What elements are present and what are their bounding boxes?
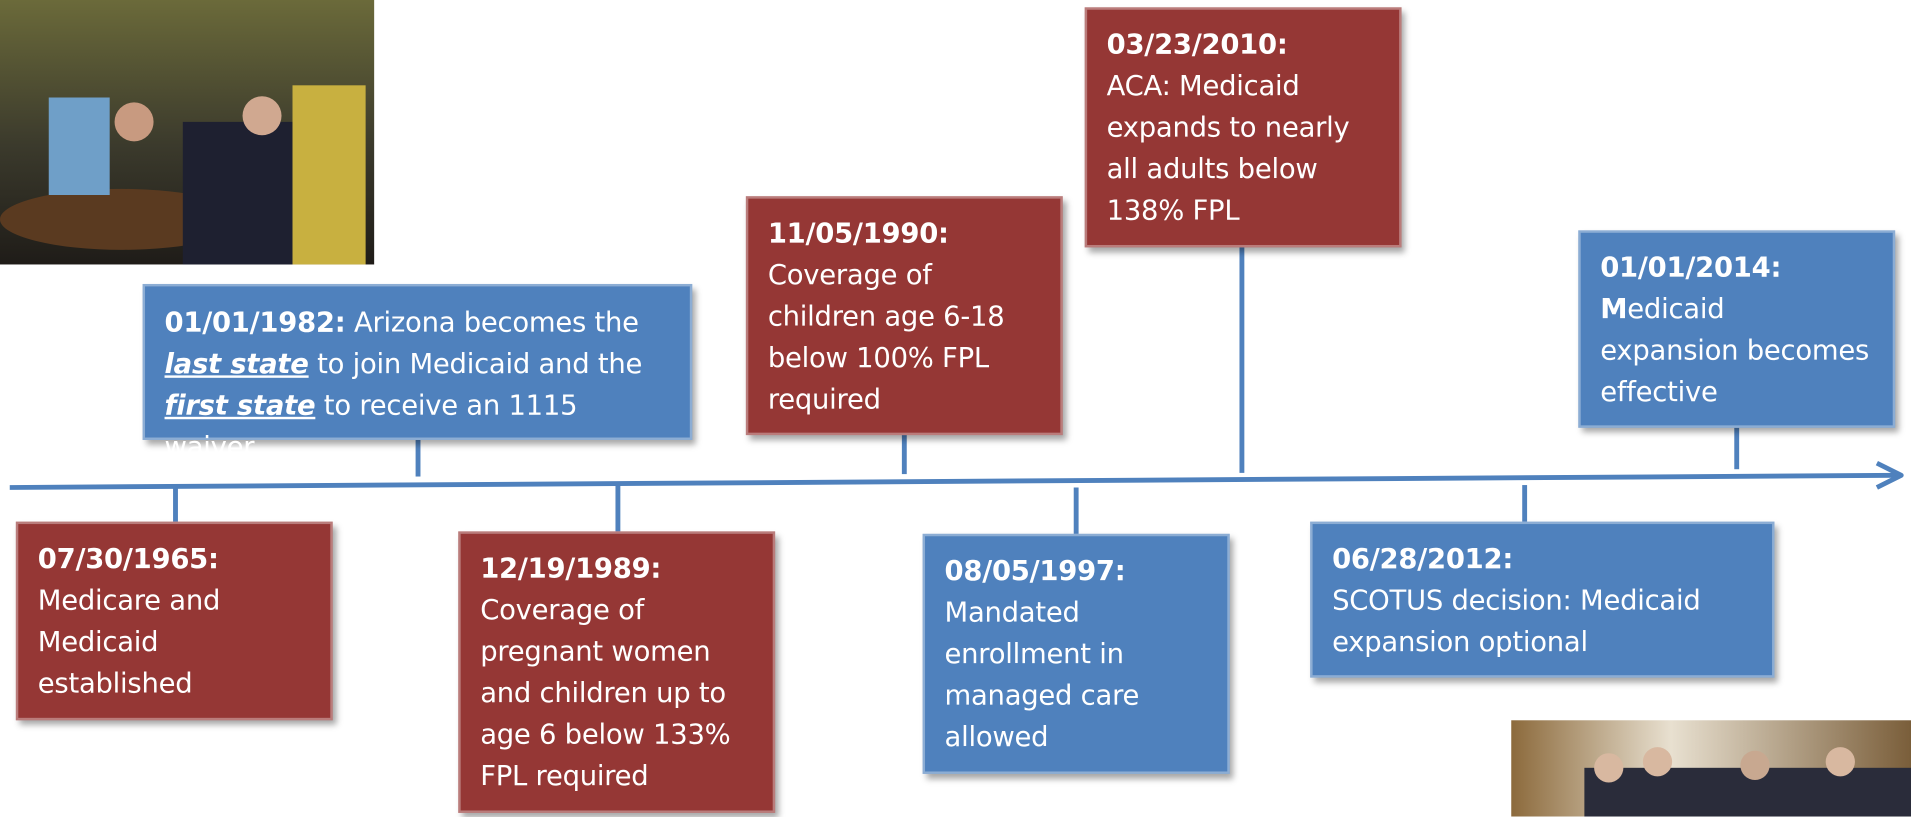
event-date: 12/19/1989: — [480, 553, 661, 585]
event-text: FPL required — [480, 761, 648, 793]
event-box: 06/28/2012: SCOTUS decision: Medicaid ex… — [1310, 522, 1774, 678]
event-box: 12/19/1989: Coverage of pregnant women a… — [458, 531, 775, 813]
photo-2010-signing — [1511, 720, 1911, 816]
event-text: required — [768, 384, 881, 416]
event-text: M — [1600, 294, 1627, 326]
page: {"events": [ {"date": "07/30/1965:", "li… — [0, 0, 1911, 817]
event-text: Medicare and — [38, 585, 220, 617]
event-emphasis: last state — [165, 349, 309, 381]
event-text: age 6 below 133% — [480, 719, 730, 751]
photo-1965-signing — [0, 0, 374, 264]
event-text: pregnant women — [480, 636, 710, 668]
event-box: 11/05/1990: Coverage of children age 6-1… — [746, 196, 1063, 435]
event-text: effective — [1600, 377, 1717, 409]
event-text: expansion becomes — [1600, 335, 1869, 367]
event-date: 06/28/2012: — [1332, 544, 1513, 576]
event-text: all adults below — [1107, 154, 1318, 186]
event-date: 08/05/1997: — [945, 556, 1126, 588]
event-text: and children up to — [480, 678, 726, 710]
event-text: Coverage of — [768, 260, 932, 292]
event-date: 11/05/1990: — [768, 218, 949, 250]
event-text: edicaid — [1627, 294, 1724, 326]
event-text: established — [38, 668, 193, 700]
event-box: 01/01/2014: Medicaid expansion becomes e… — [1578, 230, 1895, 427]
event-text: expands to nearly — [1107, 112, 1350, 144]
event-text: to join Medicaid and the — [317, 349, 642, 381]
event-text: enrollment in — [945, 639, 1124, 671]
event-text: SCOTUS decision: Medicaid — [1332, 585, 1700, 617]
event-box: 08/05/1997: Mandated enrollment in manag… — [923, 534, 1230, 774]
event-date: 01/01/2014: — [1600, 252, 1781, 284]
event-text: ACA: Medicaid — [1107, 71, 1300, 103]
event-text: expansion optional — [1332, 626, 1588, 658]
event-text: Medicaid — [38, 626, 159, 658]
event-box: 03/23/2010: ACA: Medicaid expands to nea… — [1085, 7, 1402, 247]
event-text: children age 6-18 — [768, 301, 1005, 333]
event-box: 01/01/1982: Arizona becomes the last sta… — [143, 284, 693, 440]
event-text: 138% FPL — [1107, 195, 1240, 227]
event-text: allowed — [945, 722, 1049, 754]
event-emphasis: first state — [165, 390, 316, 422]
event-date: 03/23/2010: — [1107, 29, 1288, 61]
event-text: below 100% FPL — [768, 342, 989, 374]
event-date: 01/01/1982: — [165, 307, 346, 339]
event-text: Mandated — [945, 597, 1080, 629]
event-text: Arizona becomes the — [354, 307, 639, 339]
event-text: Coverage of — [480, 595, 644, 627]
event-box: 07/30/1965: Medicare and Medicaid establ… — [16, 522, 333, 721]
event-text: managed care — [945, 680, 1140, 712]
timeline-slide: 07/30/1965: Medicare and Medicaid establ… — [0, 0, 1911, 817]
event-date: 07/30/1965: — [38, 544, 219, 576]
